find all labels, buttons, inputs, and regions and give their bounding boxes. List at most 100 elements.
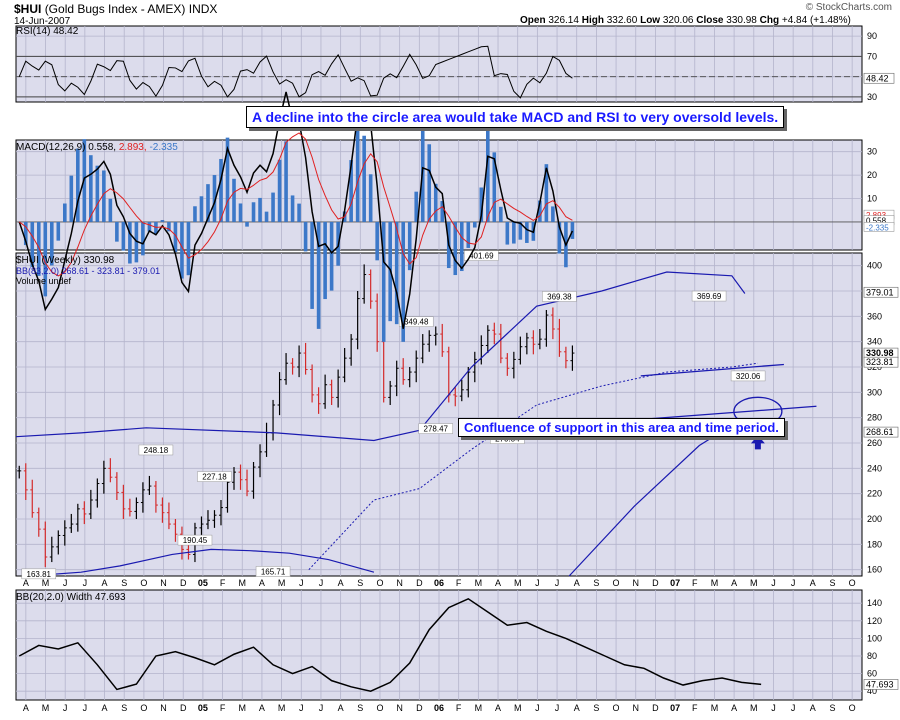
high-value: 332.60 <box>606 15 638 26</box>
right-price-box <box>863 426 899 438</box>
macd-last-label: -2.335 <box>866 223 889 232</box>
month-label: S <box>357 578 363 588</box>
macd-hist-bar <box>453 221 458 276</box>
macd-hist-bar <box>121 221 126 251</box>
chart-date: 14-Jun-2007 <box>14 16 71 27</box>
rsi-legend: RSI(14) 48.42 <box>16 26 79 37</box>
month-label-bottom: A <box>574 703 580 713</box>
month-label: J <box>63 578 68 588</box>
macd-hist-bar <box>486 125 490 222</box>
point-label: 369.69 <box>697 292 722 301</box>
macd-hist-bar <box>43 221 48 297</box>
macd-hist-bar <box>394 221 399 325</box>
month-label: 07 <box>670 578 680 588</box>
macd-hist-bar <box>538 200 542 222</box>
month-label: S <box>593 578 599 588</box>
month-label: J <box>299 578 304 588</box>
point-label-box <box>418 423 453 434</box>
macd-legend: MACD(12,26,9) 0.558, 2.893, -2.335 <box>16 142 178 153</box>
macd-hist-bar <box>492 152 497 222</box>
month-label-bottom: J <box>535 703 540 713</box>
month-label-bottom: N <box>632 703 639 713</box>
rsi-line <box>18 45 573 99</box>
macd-hist-bar <box>466 221 471 248</box>
month-label-bottom: M <box>711 703 719 713</box>
month-label: N <box>160 578 167 588</box>
bbwidth-line <box>18 597 762 692</box>
ytick-rsi: 30 <box>867 92 877 102</box>
month-label: J <box>791 578 796 588</box>
up-arrow-icon <box>750 435 765 450</box>
point-label-box <box>177 534 213 546</box>
macd-hist-bar <box>329 221 334 291</box>
macd-hist-bar <box>134 221 139 263</box>
macd-hist-bar <box>199 196 204 222</box>
ytick-rsi: 90 <box>867 31 877 41</box>
month-label: O <box>376 578 383 588</box>
month-label-bottom: 06 <box>434 703 444 713</box>
macd-hist-bar <box>362 135 366 222</box>
month-label-bottom: M <box>42 703 50 713</box>
month-label-bottom: A <box>259 703 265 713</box>
point-label: 270.54 <box>495 435 520 444</box>
macd-hist-bar <box>23 221 28 246</box>
point-label-box <box>464 250 499 261</box>
right-price-label: 268.61 <box>866 427 894 437</box>
month-label-bottom: S <box>829 703 835 713</box>
copyright: © StockCharts.com <box>805 2 892 13</box>
trendline <box>640 363 784 377</box>
month-label-bottom: O <box>376 703 383 713</box>
macd-hist-bar <box>36 221 41 276</box>
ytick-price: 180 <box>867 539 882 549</box>
index-name: (Gold Bugs Index - AMEX) <box>44 2 186 16</box>
month-label: A <box>810 578 816 588</box>
ytick-price: 160 <box>867 565 882 575</box>
bb-middle <box>308 362 758 571</box>
macd-hist-bar <box>251 202 256 222</box>
rsi-last-box <box>863 72 895 84</box>
point-label-box <box>21 568 57 580</box>
macd-hist-bar <box>212 175 217 222</box>
month-label-bottom: J <box>299 703 304 713</box>
annotation-oversold: A decline into the circle area would tak… <box>246 106 785 128</box>
macd-hist-bar <box>245 221 249 227</box>
point-label: 369.38 <box>547 292 572 301</box>
point-label: 349.48 <box>404 318 429 327</box>
month-label: J <box>535 578 540 588</box>
month-label-bottom: S <box>357 703 363 713</box>
macd-hist-bar <box>512 221 516 244</box>
ytick-bbw: 60 <box>867 669 877 679</box>
month-label-bottom: D <box>416 703 423 713</box>
ytick-bbw: 80 <box>867 651 877 661</box>
macd-hist-bar <box>180 221 184 279</box>
month-label-bottom: F <box>220 703 226 713</box>
low-value: 320.06 <box>662 15 694 26</box>
month-label-bottom: A <box>338 703 344 713</box>
macd-hist-bar <box>160 219 165 222</box>
macd-hist-bar <box>381 221 386 342</box>
month-label: O <box>849 578 856 588</box>
month-label: A <box>338 578 344 588</box>
month-label-bottom: J <box>791 703 796 713</box>
month-label-bottom: M <box>514 703 522 713</box>
point-label: 165.71 <box>261 567 286 576</box>
bb-upper <box>15 271 746 442</box>
annotation-support: Confluence of support in this area and t… <box>458 418 785 437</box>
month-label: 05 <box>198 578 208 588</box>
macd-hist-bar <box>89 155 93 222</box>
month-label-bottom: A <box>495 703 501 713</box>
macd-hist-bar <box>258 197 262 222</box>
month-label-bottom: 07 <box>670 703 680 713</box>
chg-value: +4.84 (+1.48%) <box>781 15 851 26</box>
macd-hist-bar <box>186 221 191 276</box>
month-label-bottom: F <box>692 703 698 713</box>
month-label: D <box>416 578 423 588</box>
point-label: 227.18 <box>202 473 227 482</box>
macd-hist-bar <box>76 148 80 222</box>
month-label: A <box>731 578 737 588</box>
macd-hist-bar <box>225 137 230 222</box>
month-label-bottom: 05 <box>198 703 208 713</box>
month-label: A <box>102 578 108 588</box>
macd-hist-bar <box>219 158 223 222</box>
